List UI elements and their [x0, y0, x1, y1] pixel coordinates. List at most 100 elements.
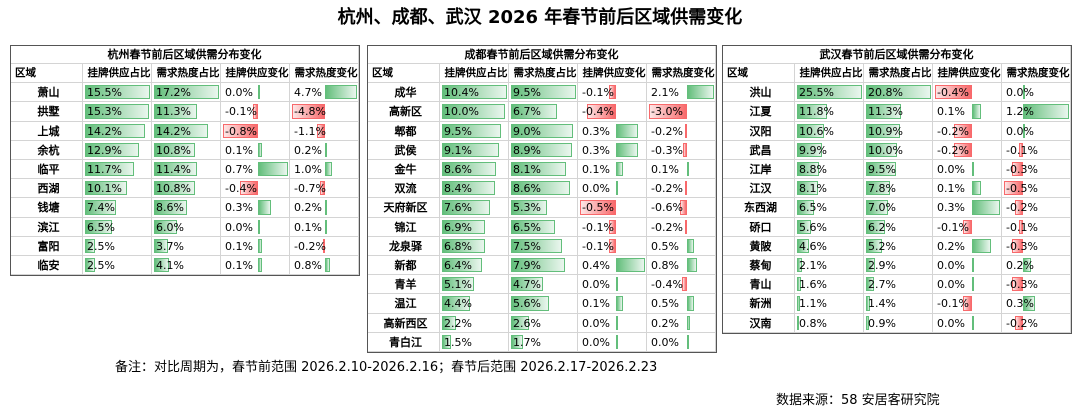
data-bar — [616, 296, 624, 311]
value-cell: 0.1% — [578, 294, 647, 314]
value-cell: 0.1% — [647, 160, 716, 180]
cell-text: 11.8% — [799, 105, 834, 119]
cell-text: 9.5% — [513, 86, 541, 100]
data-bar — [257, 258, 262, 273]
value-cell: 2.7% — [864, 275, 933, 295]
value-cell: -4.8% — [290, 102, 359, 122]
cell-text: 0.1% — [294, 220, 322, 234]
data-bar — [442, 123, 502, 138]
value-cell: 1.2% — [1002, 102, 1071, 122]
value-cell: 10.6% — [795, 121, 864, 141]
cell-text: 1.0% — [294, 163, 322, 176]
value-cell: 0.0% — [578, 332, 647, 352]
value-cell: -0.1% — [578, 236, 647, 256]
cell-text: 0.3% — [1006, 297, 1034, 311]
cell-text: -0.3% — [1006, 163, 1038, 176]
data-bar — [866, 258, 876, 273]
cell-text: 1.7% — [513, 335, 541, 349]
data-bar — [154, 142, 195, 157]
value-cell: 4.1% — [152, 256, 221, 276]
value-cell: 7.6% — [440, 198, 509, 218]
region-cell: 双流 — [368, 179, 440, 199]
cell-text: 0.1% — [225, 239, 253, 253]
data-bar — [1015, 200, 1024, 215]
data-bar — [154, 162, 198, 177]
data-bar — [580, 200, 617, 215]
value-cell: 0.3% — [578, 121, 647, 141]
value-cell: -0.1% — [1002, 140, 1071, 160]
cell-text: 12.9% — [87, 143, 122, 157]
value-cell: -0.3% — [647, 140, 716, 160]
cell-text: 0.4% — [582, 259, 610, 272]
data-bar — [866, 85, 931, 100]
data-bar — [616, 181, 619, 196]
region-cell: 成华 — [368, 83, 440, 103]
cell-text: 6.7% — [513, 105, 541, 119]
value-cell: 8.6% — [440, 160, 509, 180]
cell-text: 4.6% — [799, 239, 827, 253]
data-bar — [1004, 181, 1024, 196]
data-bar — [154, 123, 208, 138]
value-cell: -0.7% — [290, 179, 359, 199]
region-cell: 武昌 — [723, 140, 795, 160]
data-bar — [442, 296, 470, 311]
cell-text: 25.5% — [799, 86, 834, 100]
header-text: 挂牌供应占比 — [799, 67, 863, 79]
value-cell: 0.2% — [290, 140, 359, 160]
value-cell: 5.3% — [509, 198, 578, 218]
data-bar — [324, 219, 327, 234]
value-cell: 2.6% — [509, 313, 578, 333]
value-cell: 6.7% — [509, 102, 578, 122]
data-bar — [85, 142, 140, 157]
cell-text: 4.4% — [444, 297, 472, 311]
data-bar — [442, 258, 482, 273]
cell-text: -1.1% — [294, 124, 326, 138]
value-cell: 9.1% — [440, 140, 509, 160]
data-bar — [616, 142, 638, 157]
cell-text: 5.3% — [513, 201, 541, 215]
cell-text: -0.1% — [1006, 220, 1038, 234]
value-cell: -0.1% — [1002, 217, 1071, 237]
data-bar — [292, 104, 325, 119]
cell-text: 新洲 — [749, 297, 772, 311]
data-bar — [797, 238, 809, 253]
cell-text: 成华 — [394, 86, 417, 100]
value-cell: -0.4% — [933, 83, 1002, 103]
cell-text: 锦江 — [394, 220, 417, 234]
cell-text: 硚口 — [749, 220, 772, 234]
table: 武汉春节前后区域供需分布变化 区域 挂牌供应占比 需求热度占比 挂牌供应变化 需求热度变化… — [722, 45, 1072, 334]
value-cell: 8.1% — [795, 179, 864, 199]
cell-text: 新都 — [394, 259, 417, 272]
value-cell: -0.2% — [647, 179, 716, 199]
value-cell: 7.8% — [864, 179, 933, 199]
cell-text: 0.2% — [937, 239, 965, 253]
data-bar — [442, 219, 486, 234]
region-cell: 青羊 — [368, 275, 440, 295]
cell-text: 10.8% — [156, 182, 191, 196]
cell-text: 9.9% — [799, 143, 827, 157]
cell-text: 6.2% — [868, 220, 896, 234]
data-bar — [687, 238, 694, 253]
value-cell: 0.0% — [933, 275, 1002, 295]
value-cell: 1.6% — [795, 275, 864, 295]
cell-text: 8.4% — [444, 182, 472, 196]
cell-text: 1.2% — [1006, 105, 1034, 119]
cell-text: 萧山 — [37, 86, 60, 100]
cell-text: 上城 — [37, 124, 60, 138]
cell-text: 0.3% — [937, 201, 965, 215]
cell-text: -0.8% — [225, 124, 257, 138]
cell-text: 0.1% — [225, 259, 253, 272]
data-bar — [154, 104, 197, 119]
cell-text: 0.0% — [937, 259, 965, 272]
cell-text: -0.2% — [651, 220, 683, 234]
value-cell: 0.0% — [221, 217, 290, 237]
data-bar — [616, 277, 619, 292]
region-cell: 余杭 — [11, 140, 83, 160]
data-bar — [511, 142, 572, 157]
value-cell: 17.2% — [152, 83, 221, 103]
value-cell: 9.5% — [509, 83, 578, 103]
data-bar — [511, 85, 576, 100]
data-bar — [972, 238, 991, 253]
region-cell: 黄陂 — [723, 236, 795, 256]
value-cell: 11.4% — [152, 160, 221, 180]
